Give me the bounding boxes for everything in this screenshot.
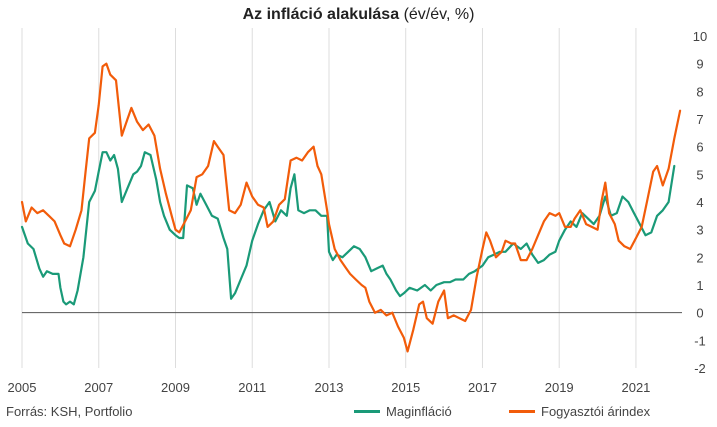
legend-label-maginflacio: Maginfláció (386, 404, 452, 419)
x-tick-label: 2011 (238, 380, 266, 395)
x-tick-label: 2013 (315, 380, 344, 395)
y-tick-label: 10 (693, 29, 707, 44)
source-note: Forrás: KSH, Portfolio (6, 404, 133, 419)
legend-swatch-maginflacio (354, 410, 380, 413)
y-tick-label: 8 (696, 84, 703, 99)
grid-lines (21, 28, 637, 368)
series-line-fogyasztoi-arindex (20, 62, 682, 353)
x-tick-label: 2009 (161, 380, 190, 395)
x-tick-label: 2007 (84, 380, 113, 395)
legend-item-maginflacio: Maginfláció (354, 404, 452, 419)
legend-label-fogyasztoi-arindex: Fogyasztói árindex (541, 404, 651, 419)
y-tick-label: 6 (696, 140, 703, 155)
legend-swatch-fogyasztoi-arindex (509, 410, 535, 413)
y-tick-label: 4 (696, 195, 703, 210)
y-tick-label: 0 (696, 306, 703, 321)
x-tick-label: 2015 (391, 380, 420, 395)
series-line-maginflacio (20, 151, 676, 306)
y-tick-label: 1 (696, 278, 703, 293)
y-tick-label: 5 (696, 167, 703, 182)
x-tick-label: 2019 (545, 380, 574, 395)
series-lines (20, 62, 682, 353)
chart-title: Az infláció alakulása (év/év, %) (0, 6, 717, 24)
y-tick-label: -1 (694, 333, 706, 348)
y-tick-label: 2 (696, 250, 703, 265)
x-tick-label: 2021 (621, 380, 650, 395)
x-tick-label: 2005 (8, 380, 37, 395)
y-tick-label: 3 (696, 223, 703, 238)
tick-labels: 2005 2007 2009 2011 2013 2015 2017 2019 20211098… (8, 29, 708, 395)
title-bold: Az infláció alakulása (242, 6, 400, 23)
y-tick-label: -2 (694, 361, 706, 376)
title-suffix: (év/év, %) (403, 6, 475, 23)
y-tick-label: 9 (696, 57, 703, 72)
y-tick-label: 7 (696, 112, 703, 127)
x-tick-label: 2017 (468, 380, 497, 395)
legend-item-fogyasztoi-arindex: Fogyasztói árindex (509, 404, 650, 419)
